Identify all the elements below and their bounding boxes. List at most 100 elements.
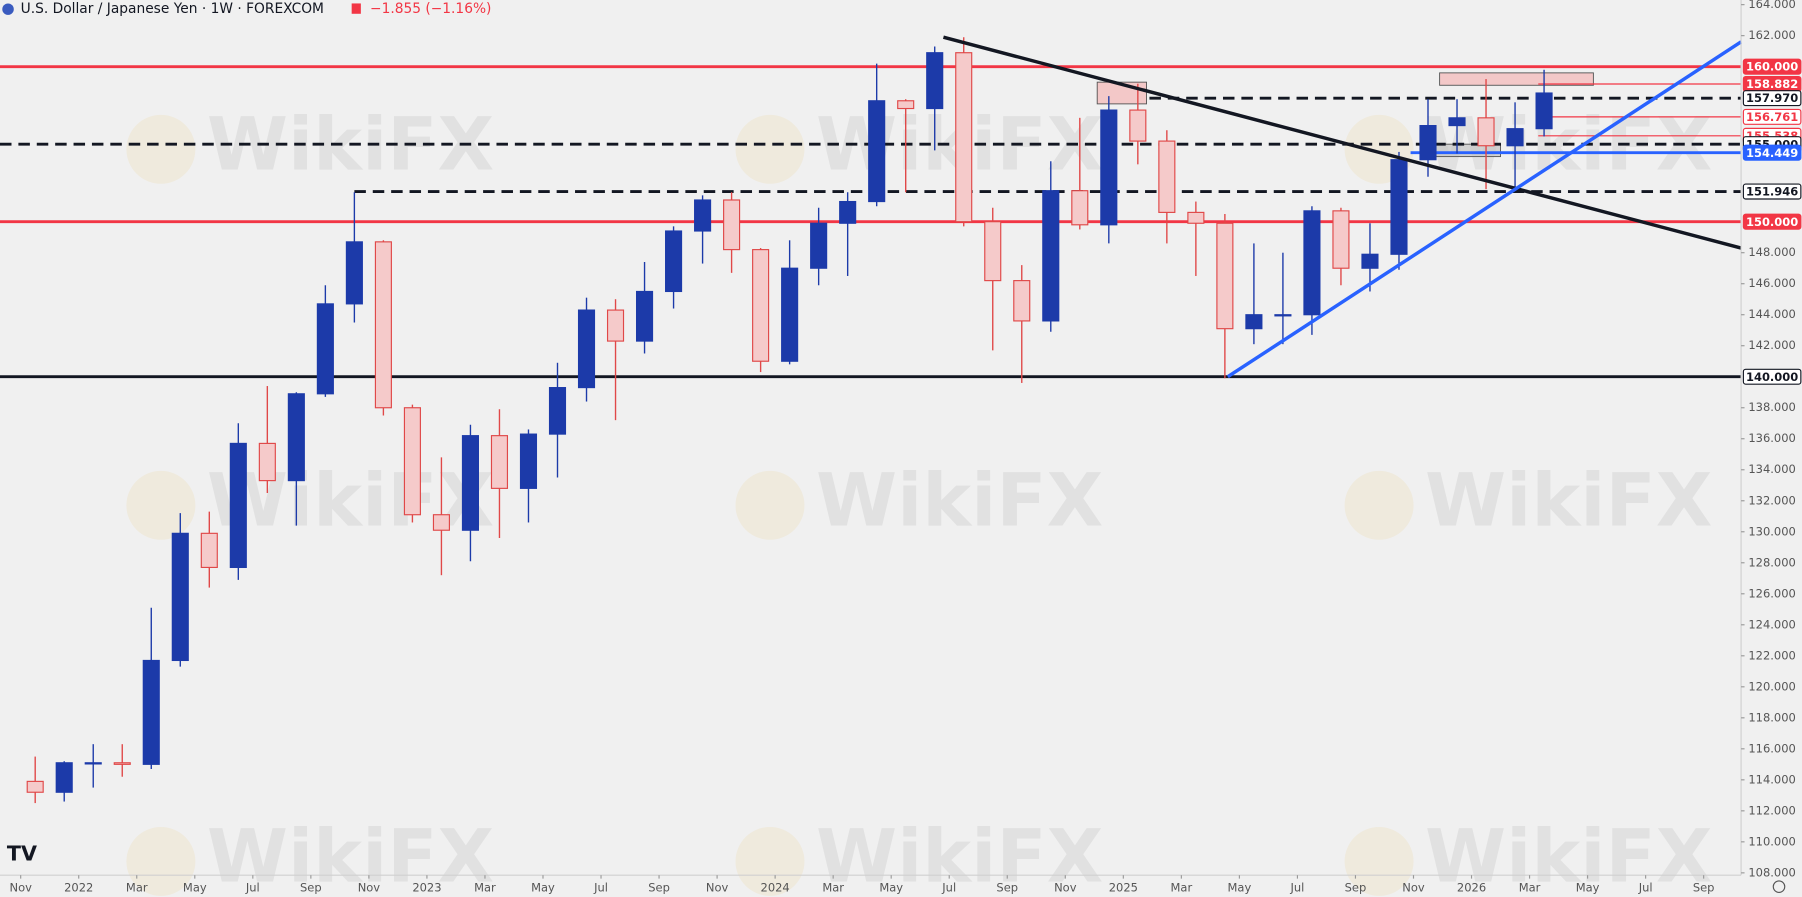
candle-body	[1390, 159, 1408, 255]
y-tick-label: 138.000	[1748, 400, 1795, 414]
x-tick-label: Nov	[1402, 880, 1425, 894]
price-tag-label: 158.882	[1746, 77, 1798, 91]
candle-body	[548, 387, 567, 435]
price-tag-label: 154.449	[1746, 146, 1798, 160]
candle-body	[926, 52, 944, 110]
x-tick-label: 2022	[64, 880, 93, 894]
candle-body	[1506, 128, 1524, 147]
x-tick-label: Mar	[474, 880, 496, 894]
watermark-logo	[735, 470, 805, 540]
watermark-logo	[735, 114, 805, 184]
price-tag-label: 151.946	[1746, 185, 1798, 199]
candle-body	[665, 230, 683, 293]
y-tick-label: 144.000	[1748, 307, 1795, 321]
x-tick-label: Sep	[648, 880, 670, 894]
x-tick-label: Mar	[126, 880, 148, 894]
x-tick-label: Jul	[245, 880, 260, 894]
tv-logo: TV	[7, 842, 37, 866]
y-tick-label: 128.000	[1748, 555, 1795, 569]
chart-title: U.S. Dollar / Japanese Yen · 1W · FOREXC…	[21, 1, 324, 17]
watermark: WikiFX	[207, 458, 494, 543]
x-tick-label: Nov	[706, 880, 729, 894]
watermark-logo	[1344, 826, 1414, 896]
candle-body	[432, 514, 450, 531]
y-tick-label: 148.000	[1748, 245, 1795, 259]
trendline	[942, 35, 1742, 250]
x-tick-label: Sep	[1345, 880, 1367, 894]
x-tick-label: Sep	[996, 880, 1018, 894]
candle-body	[55, 762, 73, 793]
candle-body	[113, 762, 131, 765]
price-change: −1.855 (−1.16%)	[370, 1, 491, 17]
x-tick-label: Nov	[358, 880, 381, 894]
price-tag-label: 160.000	[1746, 60, 1798, 74]
candle-body	[1274, 314, 1292, 317]
price-tag	[1742, 108, 1802, 125]
price-tag	[1742, 368, 1802, 385]
y-tick-label: 114.000	[1748, 772, 1795, 786]
candle-body	[1535, 92, 1553, 130]
watermark: WikiFX	[207, 814, 494, 897]
candle-body	[984, 221, 1002, 282]
candle-body	[1042, 190, 1060, 322]
watermark: WikiFX	[816, 458, 1103, 543]
y-tick-label: 132.000	[1748, 493, 1795, 507]
y-tick-label: 136.000	[1748, 431, 1795, 445]
price-tag	[1742, 58, 1802, 75]
candle-body	[374, 241, 392, 409]
y-tick-label: 164.000	[1748, 0, 1795, 11]
candle-body	[897, 100, 915, 110]
candle-body	[810, 222, 828, 269]
candle-body	[1216, 222, 1234, 330]
x-tick-label: Jul	[941, 880, 956, 894]
candle-body	[1303, 210, 1321, 316]
candle-body	[839, 200, 857, 224]
x-tick-label: Sep	[1693, 880, 1715, 894]
y-tick-label: 108.000	[1748, 865, 1795, 879]
candle-body	[287, 393, 305, 482]
y-tick-label: 142.000	[1748, 338, 1795, 352]
price-tag-label: 150.000	[1746, 215, 1798, 229]
price-tag	[1742, 183, 1802, 200]
y-tick-label: 162.000	[1748, 28, 1795, 42]
candle-body	[868, 100, 886, 203]
price-tag-label: 140.000	[1746, 370, 1798, 384]
candle-body	[490, 435, 509, 489]
price-tag	[1742, 90, 1802, 107]
x-tick-label: May	[531, 880, 555, 894]
candle-body	[1013, 280, 1031, 322]
watermark-logo	[1344, 470, 1414, 540]
price-tag	[1742, 213, 1802, 230]
candle-body	[403, 407, 421, 516]
y-tick-label: 112.000	[1748, 803, 1795, 817]
settings-icon[interactable]	[1772, 880, 1786, 893]
x-tick-label: Nov	[9, 880, 32, 894]
candle-body	[1361, 253, 1379, 269]
x-tick-label: Jul	[593, 880, 608, 894]
x-tick-label: Mar	[1519, 880, 1541, 894]
candle-body	[1158, 140, 1176, 213]
candle-body	[1100, 109, 1118, 226]
candle-body	[635, 290, 654, 342]
candle-body	[694, 199, 712, 232]
candle-body	[781, 267, 799, 362]
x-tick-label: 2023	[412, 880, 441, 894]
candle-body	[752, 249, 770, 362]
candle-body	[519, 433, 538, 489]
watermark-logo	[126, 114, 196, 184]
x-tick-label: 2025	[1109, 880, 1138, 894]
candle-body	[142, 659, 160, 765]
candle-body	[1187, 211, 1205, 224]
candle-body	[1448, 117, 1466, 127]
candle-body	[1332, 210, 1350, 269]
candle-body	[461, 435, 480, 531]
candle-body	[200, 532, 218, 569]
watermark-logo	[126, 470, 196, 540]
y-tick-label: 124.000	[1748, 617, 1795, 631]
x-tick-label: May	[183, 880, 207, 894]
flag-icon	[2, 3, 14, 15]
flag-marker	[351, 3, 361, 14]
x-tick-label: 2024	[761, 880, 790, 894]
y-tick-label: 126.000	[1748, 586, 1795, 600]
